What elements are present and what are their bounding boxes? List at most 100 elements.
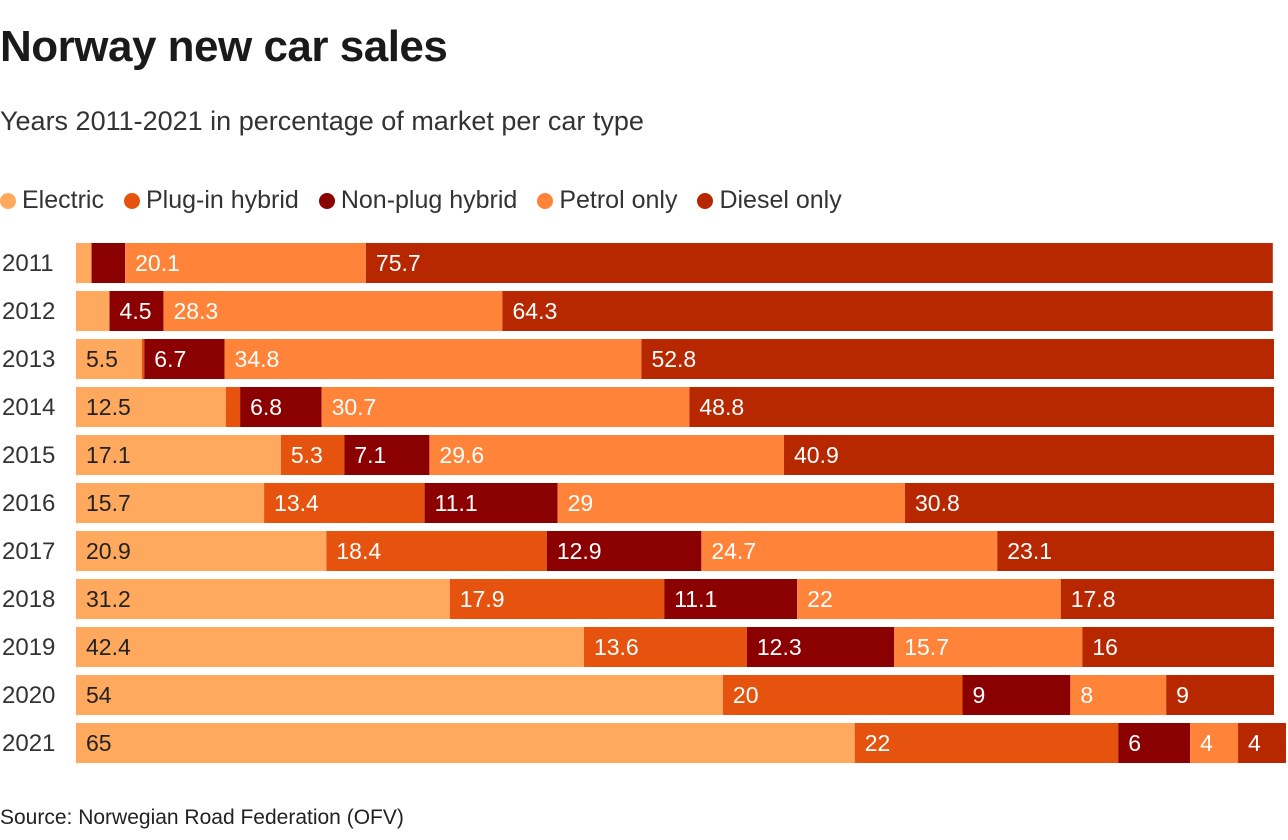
data-label: 9 [1176,682,1189,708]
data-label: 48.8 [699,394,744,420]
data-label: 17.1 [86,442,131,468]
data-label: 9 [973,682,986,708]
bar-chart: 2011 20.1 75.7 2012 4.5 28.3 64.3 2013 5.5 6.7 34.… [2,243,1286,763]
data-label: 4 [1248,730,1261,756]
bar-segment [280,435,345,475]
bar-segment [1190,723,1239,763]
data-label: 4.5 [120,298,152,324]
data-label: 30.8 [915,490,960,516]
bar-segment [429,435,785,475]
bar-segment [1082,627,1274,667]
bar-segment [1060,579,1274,619]
bar-segment [502,291,1273,331]
bar-segment [225,387,241,427]
data-label: 17.9 [460,586,505,612]
bar-segment [746,627,895,667]
category-label: 2013 [2,346,55,373]
legend-item-diesel-only: Diesel only [697,186,842,215]
bar-segment [125,243,366,283]
legend-label: Non-plug hybrid [340,186,518,214]
data-label: 13.4 [274,490,319,516]
data-label: 17.8 [1071,586,1116,612]
data-label: 65 [86,730,112,756]
bar-segment [240,387,322,427]
chart-title: Norway new car sales [0,22,448,71]
data-label: 52.8 [651,346,696,372]
data-label: 54 [86,682,112,708]
source-note: Source: Norwegian Road Federation (OFV) [0,806,404,829]
category-label: 2011 [2,250,54,277]
data-label: 12.9 [557,538,602,564]
data-label: 5.5 [86,346,118,372]
data-label: 15.7 [904,634,949,660]
data-label: 42.4 [86,634,131,660]
category-label: 2012 [2,298,55,325]
data-label: 13.6 [594,634,639,660]
bar-segment [163,291,503,331]
bar-segment [894,627,1083,667]
bar-segment [76,483,265,523]
bar-segment [365,243,1273,283]
legend-item-petrol-only: Petrol only [537,186,677,215]
bar-segment [1166,675,1274,715]
data-label: 12.3 [757,634,802,660]
bar-segment [689,387,1274,427]
legend-swatch [123,192,140,209]
legend-swatch [0,192,16,209]
legend-label: Diesel only [719,186,842,214]
data-label: 75.7 [376,250,421,276]
bar-segment [76,243,92,283]
legend-swatch [697,192,714,209]
legend: Electric Plug-in hybrid Non-plug hybrid Pet… [0,186,842,215]
data-label: 24.7 [711,538,756,564]
bar-segment [722,675,963,715]
category-label: 2018 [2,586,55,613]
bar-segment [962,675,1071,715]
bar-segment [321,387,690,427]
category-label: 2014 [2,394,55,421]
data-label: 4 [1200,730,1213,756]
bar-segment [701,531,998,571]
bar-segment [76,435,281,475]
bar-segment [264,483,425,523]
data-label: 8 [1080,682,1093,708]
data-label: 16 [1092,634,1118,660]
data-label: 20.9 [86,538,131,564]
data-label: 23.1 [1007,538,1052,564]
bar-segment [76,339,142,379]
bar-segment [641,339,1274,379]
bar-segment [76,387,226,427]
bar-segment [997,531,1274,571]
legend-item-electric: Electric [0,186,104,215]
data-label: 15.7 [86,490,131,516]
bar-segment [76,627,584,667]
legend-label: Plug-in hybrid [145,186,299,214]
bar-segment [784,435,1274,475]
bar-segment [424,483,558,523]
data-label: 29 [568,490,594,516]
bar-segment [141,339,145,379]
legend-label: Petrol only [559,186,678,214]
bar-segment [109,291,164,331]
data-label: 18.4 [336,538,381,564]
data-label: 34.8 [235,346,280,372]
bar-segment [76,579,450,619]
bar-segment [1238,723,1286,763]
legend-swatch [537,192,554,209]
data-label: 22 [865,730,891,756]
bar-segment [557,483,906,523]
bar-segment [546,531,702,571]
category-label: 2015 [2,442,55,469]
bar-segment [76,675,723,715]
data-label: 40.9 [794,442,839,468]
data-label: 11.1 [674,586,717,612]
category-label: 2017 [2,538,55,565]
bar-segment [144,339,225,379]
data-label: 31.2 [86,586,131,612]
chart-subtitle: Years 2011-2021 in percentage of market … [0,106,644,136]
category-label: 2016 [2,490,55,517]
data-label: 6.7 [154,346,186,372]
data-label: 22 [807,586,833,612]
data-label: 30.7 [332,394,377,420]
bar-segment [854,723,1119,763]
